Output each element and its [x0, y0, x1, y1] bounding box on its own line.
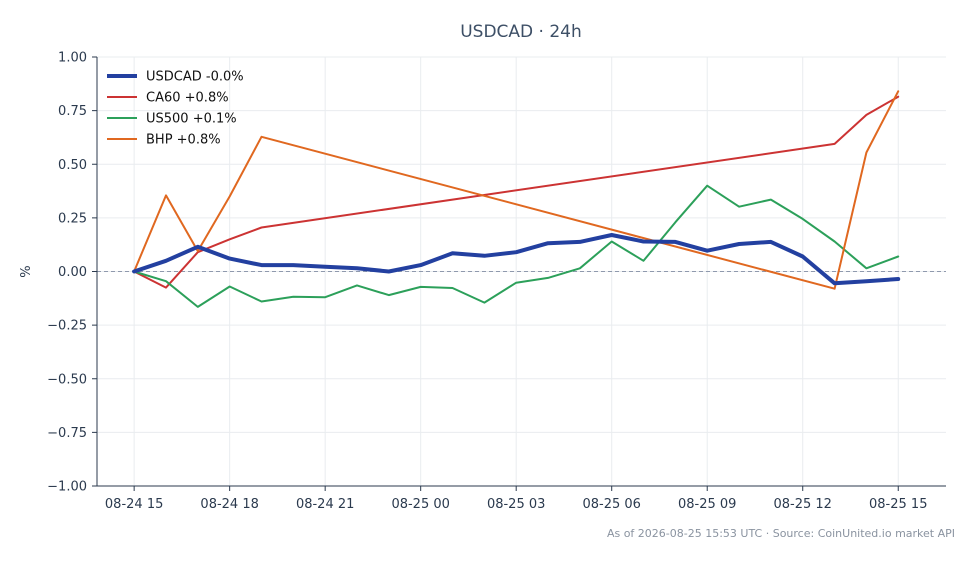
x-tick-label: 08-25 15 [869, 497, 927, 512]
x-tick-label: 08-25 00 [391, 497, 449, 512]
x-axis-ticks: 08-24 15 08-24 18 08-24 21 08-25 00 08-25 03… [105, 486, 927, 512]
legend-label: BHP +0.8% [146, 133, 221, 148]
y-tick-label: 0.50 [58, 158, 87, 173]
footer-source-note: As of 2026-08-25 15:53 UTC · Source: Coi… [607, 527, 955, 540]
y-tick-label: 0.25 [58, 211, 87, 226]
x-tick-label: 08-24 15 [105, 497, 163, 512]
x-tick-label: 08-25 06 [582, 497, 640, 512]
legend-label: US500 +0.1% [146, 112, 237, 127]
series-line-us500 [133, 184, 900, 308]
x-tick-label: 08-25 09 [678, 497, 736, 512]
series-line-bhp [133, 90, 900, 290]
y-tick-label: 0.00 [58, 265, 87, 280]
y-axis-label: % [19, 265, 34, 277]
x-tick-label: 08-25 12 [774, 497, 832, 512]
x-tick-label: 08-25 03 [487, 497, 545, 512]
legend: USDCAD -0.0% CA60 +0.8% US500 +0.1% BHP +0.… [107, 70, 244, 148]
series-layer [132, 90, 901, 308]
y-tick-label: −0.75 [47, 426, 87, 441]
series-line-ca60 [133, 95, 900, 289]
y-tick-label: −1.00 [47, 480, 87, 495]
legend-label: USDCAD -0.0% [146, 70, 244, 85]
legend-label: CA60 +0.8% [146, 91, 229, 106]
chart-title: USDCAD · 24h [460, 22, 582, 42]
y-tick-label: 1.00 [58, 51, 87, 66]
y-axis-ticks: 1.00 0.75 0.50 0.25 0.00 −0.25 −0.50 −0.75 −1.00 [47, 51, 97, 495]
y-tick-label: 0.75 [58, 104, 87, 119]
y-tick-label: −0.25 [47, 319, 87, 334]
y-tick-label: −0.50 [47, 372, 87, 387]
x-tick-label: 08-24 21 [296, 497, 354, 512]
x-tick-label: 08-24 18 [200, 497, 258, 512]
series-line-usdcad [132, 233, 901, 286]
